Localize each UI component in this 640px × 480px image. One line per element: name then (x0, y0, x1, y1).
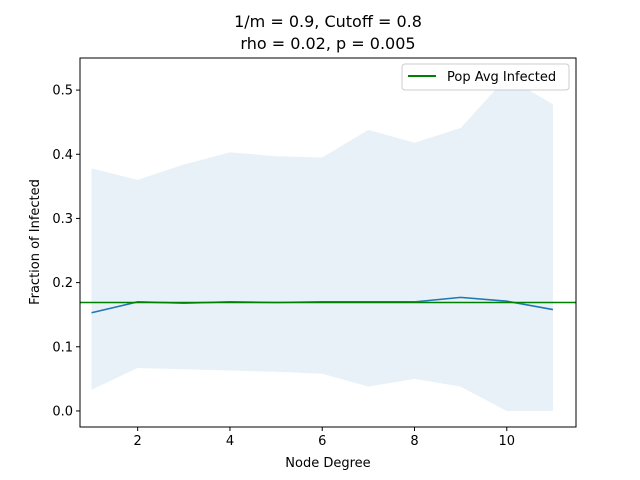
y-axis-label: Fraction of Infected (28, 179, 43, 305)
chart-title-line-2: rho = 0.02, p = 0.005 (240, 34, 415, 53)
axes: 2 4 6 8 10 0.0 0.1 0.2 0.3 0.4 0.5 (52, 57, 577, 449)
y-tick-label-2: 0.2 (52, 276, 73, 291)
x-axis-label: Node Degree (285, 456, 370, 471)
x-tick-label-4: 4 (226, 434, 234, 449)
y-tick-label-1: 0.1 (52, 340, 73, 355)
axes-frame (79, 57, 577, 428)
confidence-band (91, 77, 553, 411)
legend-box (401, 63, 570, 91)
x-tick-label-6: 6 (318, 434, 326, 449)
legend: Pop Avg Infected (401, 63, 570, 91)
chart-title-line-1: 1/m = 0.9, Cutoff = 0.8 (234, 12, 422, 31)
y-tick-label-0: 0.0 (52, 404, 73, 419)
x-tick-label-8: 8 (410, 434, 418, 449)
y-tick-label-3: 0.3 (52, 212, 73, 227)
y-tick-label-4: 0.4 (52, 148, 73, 163)
x-tick-label-2: 2 (134, 434, 142, 449)
plot-area (80, 77, 576, 411)
chart-title: 1/m = 0.9, Cutoff = 0.8 rho = 0.02, p = … (234, 12, 422, 53)
y-tick-label-5: 0.5 (52, 84, 73, 99)
legend-label-pop-avg: Pop Avg Infected (447, 70, 556, 85)
x-tick-label-10: 10 (499, 434, 516, 449)
